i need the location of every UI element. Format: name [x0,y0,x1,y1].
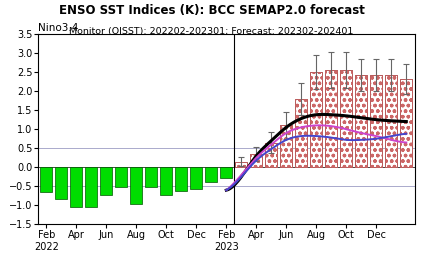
Bar [385,75,398,167]
Bar [295,99,308,167]
Bar [70,167,82,207]
Bar [400,79,412,167]
Bar [355,75,368,167]
Bar [100,167,113,195]
Bar [325,70,338,167]
Bar [250,154,262,167]
Bar [385,75,398,167]
Bar [235,162,247,167]
Bar [85,167,97,207]
Bar [220,167,233,178]
Bar [370,75,382,167]
Bar [55,167,67,199]
Bar [265,143,277,167]
Bar [265,143,277,167]
Bar [175,167,187,191]
Bar [310,72,322,167]
Bar [235,162,247,167]
Bar [280,125,292,167]
Bar [205,167,217,182]
Bar [355,75,368,167]
Bar [325,70,338,167]
Text: Monitor (OISST): 202202-202301; Forecast: 202302-202401: Monitor (OISST): 202202-202301; Forecast… [69,27,354,36]
Bar [310,72,322,167]
Text: ENSO SST Indices (K): BCC SEMAP2.0 forecast: ENSO SST Indices (K): BCC SEMAP2.0 forec… [58,4,365,17]
Bar [280,125,292,167]
Bar [115,167,127,187]
Bar [370,75,382,167]
Bar [295,99,308,167]
Bar [340,70,352,167]
Bar [160,167,173,195]
Bar [145,167,157,187]
Bar [340,70,352,167]
Bar [130,167,143,204]
Bar [400,79,412,167]
Text: Nino3.4: Nino3.4 [38,23,78,33]
Bar [190,167,203,189]
Bar [40,167,52,192]
Bar [250,154,262,167]
